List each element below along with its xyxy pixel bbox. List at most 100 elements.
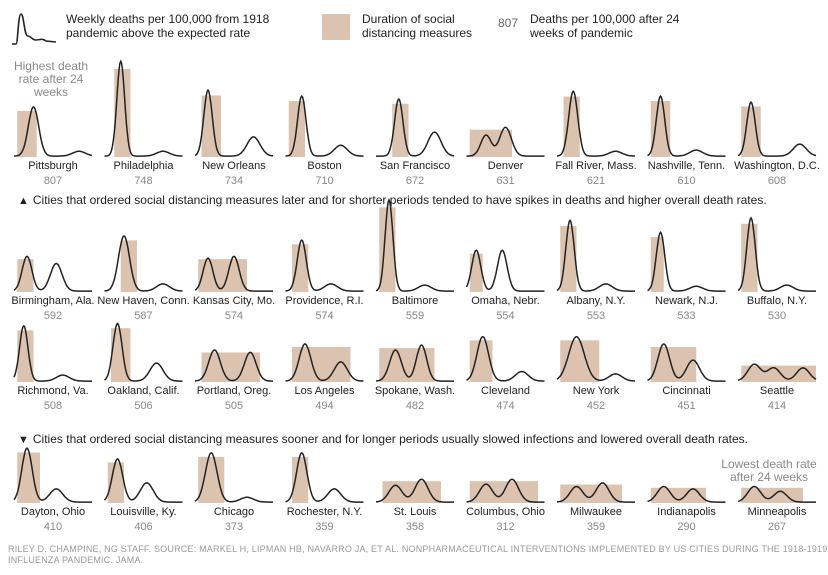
death-rate-value: 452 (587, 400, 605, 412)
death-rate-value: 533 (677, 310, 695, 322)
death-rate-line (647, 485, 726, 503)
death-rate-value: 505 (225, 400, 243, 412)
city-label: Albany, N.Y. (567, 295, 626, 307)
death-rate-line (194, 88, 274, 157)
city-panel-san-francisco: San Francisco 672 (376, 97, 455, 187)
death-rate-value: 574 (225, 310, 243, 322)
legend: Weekly deaths per 100,000 from 1918 pand… (10, 8, 820, 48)
section-note-sooner-text: Cities that ordered social distancing me… (32, 432, 748, 446)
city-panel-philadelphia: Philadelphia 748 (104, 59, 183, 187)
distancing-box (292, 244, 309, 292)
city-panel-new-haven-conn: New Haven, Conn. 587 (97, 234, 190, 322)
city-label: Indianapolis (657, 506, 716, 518)
death-rate-value: 406 (134, 521, 152, 533)
city-label: Washington, D.C. (734, 160, 820, 172)
city-panel-newark-n-j: Newark, N.J. 533 (647, 231, 726, 322)
city-label: St. Louis (394, 506, 437, 518)
death-rate-line (376, 97, 455, 157)
death-rate-line (556, 90, 635, 157)
city-panel-fall-river-mass: Fall River, Mass. 621 (555, 90, 637, 187)
city-panel-nashville-tenn: Nashville, Tenn. 610 (647, 94, 726, 187)
city-label: Oakland, Calif. (107, 385, 179, 397)
city-label: Kansas City, Mo. (193, 295, 275, 307)
death-rate-line (285, 94, 364, 157)
death-rate-value: 267 (768, 521, 786, 533)
legend-number-sample: 807 (498, 16, 519, 30)
city-label: Milwaukee (570, 506, 622, 518)
city-label: Chicago (214, 506, 254, 518)
death-rate-value: 359 (315, 521, 333, 533)
city-label: New Orleans (202, 160, 266, 172)
death-rate-value: 451 (677, 400, 695, 412)
death-rate-value: 554 (496, 310, 514, 322)
city-label: Providence, R.I. (285, 295, 363, 307)
section-note-later: ▲ Cities that ordered social distancing m… (18, 193, 767, 207)
death-rate-line (465, 249, 545, 292)
city-label: Newark, N.J. (655, 295, 718, 307)
city-panel-richmond-va: Richmond, Va. 508 (13, 324, 92, 412)
city-panel-omaha-nebr: Omaha, Nebr. 554 (465, 249, 545, 322)
city-panel-columbus-ohio: Columbus, Ohio 312 (466, 478, 545, 533)
city-panel-new-orleans: New Orleans 734 (194, 88, 274, 187)
city-label: Cincinnati (662, 385, 710, 397)
city-panel-cleveland: Cleveland 474 (466, 335, 545, 412)
death-rate-line (103, 458, 183, 503)
city-panel-spokane-wash: Spokane, Wash. 482 (375, 344, 455, 412)
death-rate-value: 482 (406, 400, 424, 412)
distancing-box (201, 352, 260, 382)
distancing-box (650, 487, 706, 503)
city-label: Philadelphia (114, 160, 175, 172)
death-rate-line (556, 218, 635, 292)
city-label: Nashville, Tenn. (648, 160, 725, 172)
death-rate-line (194, 349, 273, 382)
legend-distancing-swatch (322, 14, 350, 40)
death-rate-line (104, 234, 183, 292)
city-label: San Francisco (380, 160, 450, 172)
city-label: Spokane, Wash. (375, 385, 455, 397)
city-label: Los Angeles (295, 385, 355, 397)
city-label: New York (573, 385, 620, 397)
death-rate-line (737, 485, 816, 503)
distancing-box (741, 365, 816, 382)
city-panel-chicago: Chicago 373 (194, 452, 273, 533)
city-label: New Haven, Conn. (97, 295, 189, 307)
triangle-down-icon: ▼ (18, 434, 29, 446)
distancing-box (650, 237, 664, 292)
death-rate-value: 359 (587, 521, 605, 533)
city-label: Richmond, Va. (17, 385, 88, 397)
distancing-box (292, 456, 309, 503)
city-label: Columbus, Ohio (466, 506, 545, 518)
death-rate-value: 373 (225, 521, 243, 533)
city-label: Baltimore (392, 295, 438, 307)
city-panel-albany-n-y: Albany, N.Y. 553 (556, 218, 635, 322)
triangle-up-icon: ▲ (18, 195, 29, 207)
death-rate-value: 631 (496, 175, 514, 187)
city-panel-denver: Denver 631 (466, 126, 545, 187)
death-rate-line (285, 239, 364, 292)
distancing-box (469, 253, 483, 292)
death-rate-value: 748 (134, 175, 152, 187)
death-rate-line (104, 59, 183, 157)
city-label: Minneapolis (748, 506, 807, 518)
distancing-box (379, 207, 396, 292)
death-rate-line (13, 324, 92, 382)
death-rate-value: 610 (677, 175, 695, 187)
distancing-box (741, 223, 758, 292)
distancing-box (379, 348, 435, 382)
city-label: Buffalo, N.Y. (747, 295, 807, 307)
death-rate-value: 414 (768, 400, 786, 412)
city-panel-washington-d-c: Washington, D.C. 608 (734, 100, 820, 187)
city-panel-seattle: Seattle 414 (737, 363, 817, 412)
city-label: Louisville, Ky. (110, 506, 176, 518)
city-panel-birmingham-ala: Birmingham, Ala. 592 (11, 255, 95, 322)
legend-distancing-label: Duration of social distancing measures (362, 12, 473, 40)
death-rate-value: 530 (768, 310, 786, 322)
city-panel-louisville-ky: Louisville, Ky. 406 (103, 458, 183, 533)
death-rate-line (13, 447, 92, 503)
city-label: Portland, Oreg. (197, 385, 272, 397)
death-rate-line (13, 255, 92, 292)
death-rate-line (285, 343, 364, 382)
distancing-box (198, 456, 225, 503)
death-rate-line (375, 344, 454, 382)
city-panel-portland-oreg: Portland, Oreg. 505 (194, 349, 273, 412)
